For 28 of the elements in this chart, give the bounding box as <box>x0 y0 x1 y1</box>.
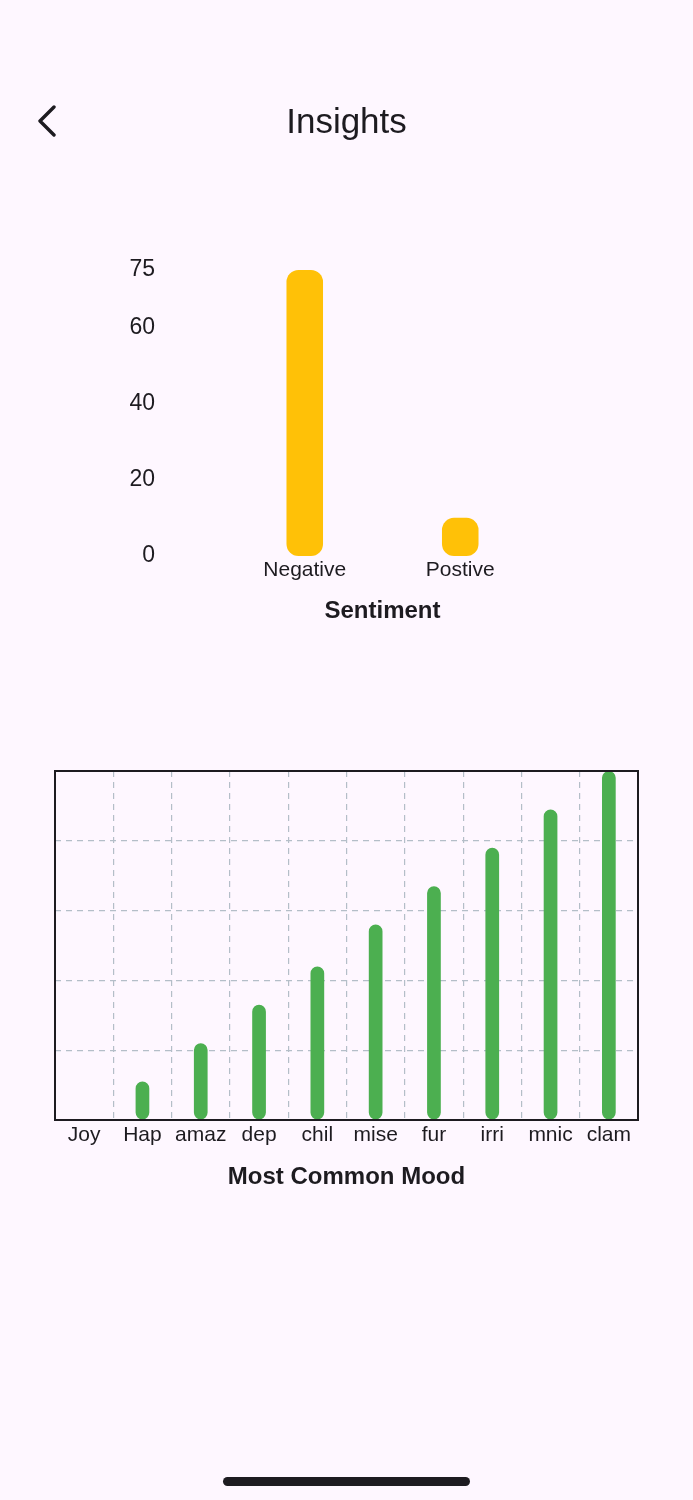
x-tick-label: Negative <box>263 557 347 581</box>
bar <box>252 1004 266 1120</box>
x-axis-title: Most Common Mood <box>227 1162 466 1190</box>
bar <box>602 771 616 1120</box>
x-tick-label: fur <box>421 1122 447 1146</box>
x-tick-label: Hap <box>123 1122 162 1146</box>
x-tick-label: mise <box>353 1122 398 1146</box>
y-tick-label: 20 <box>129 465 155 492</box>
x-tick-label: dep <box>241 1122 277 1146</box>
y-tick-label: 40 <box>129 388 155 415</box>
x-tick-label: chil <box>301 1122 334 1146</box>
bar <box>368 924 383 1120</box>
x-tick-label: Joy <box>67 1122 101 1146</box>
x-tick-label: clam <box>586 1122 632 1146</box>
x-tick-label: mnic <box>528 1122 573 1146</box>
x-tick-label: Postive <box>425 557 495 581</box>
x-axis-title: Sentiment <box>324 596 441 624</box>
x-tick-label: amaz <box>175 1122 227 1146</box>
bar <box>427 886 441 1120</box>
x-tick-label: irri <box>480 1122 504 1146</box>
y-tick-label: 60 <box>129 312 155 339</box>
y-tick-label: 0 <box>142 541 155 568</box>
chart-title: Insights <box>285 100 408 142</box>
bar <box>310 966 325 1120</box>
bar <box>485 847 500 1120</box>
bar <box>193 1043 208 1120</box>
bar <box>543 809 558 1120</box>
y-tick-label: 75 <box>129 255 155 282</box>
